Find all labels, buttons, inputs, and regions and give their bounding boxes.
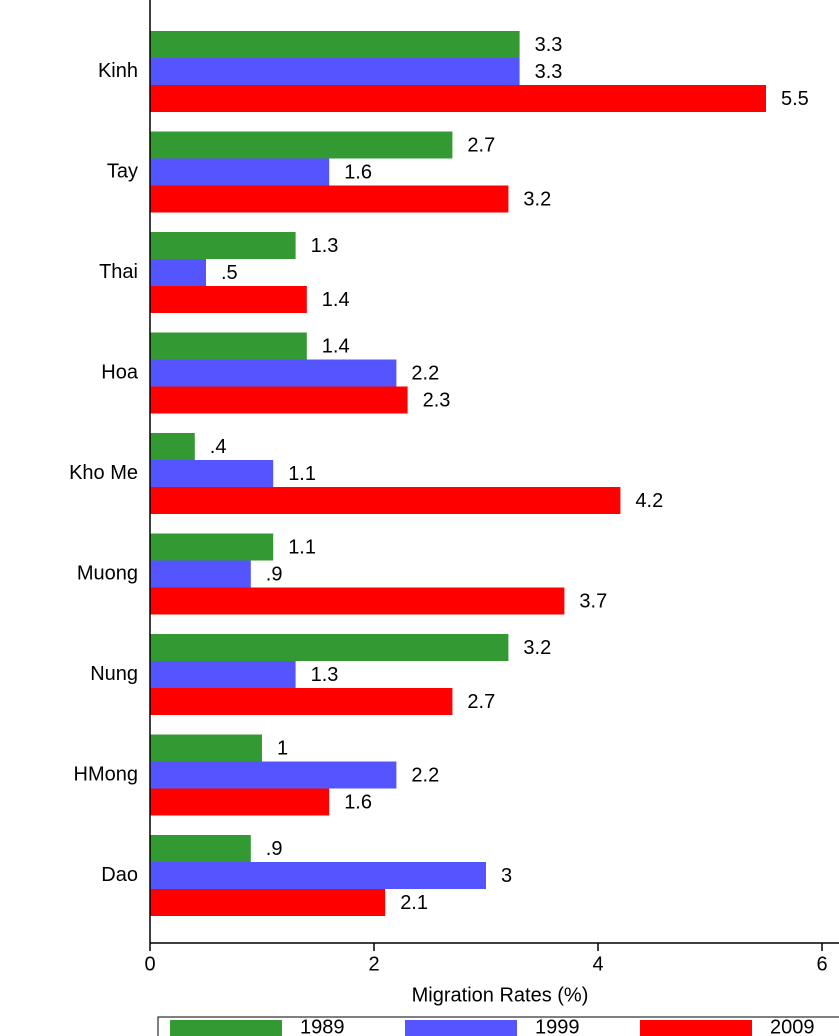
bar: [150, 487, 621, 514]
bar: [150, 259, 206, 286]
bar: [150, 634, 509, 661]
data-label: 1.4: [322, 289, 350, 311]
legend-label: 1989: [300, 1016, 345, 1036]
x-tick-label: 4: [592, 953, 603, 975]
bar: [150, 862, 486, 889]
data-label: 3.7: [579, 590, 607, 612]
data-label: 1.1: [288, 536, 316, 558]
data-label: 1: [277, 737, 288, 759]
y-tick-label: Kinh: [98, 60, 138, 82]
legend-swatch: [640, 1020, 752, 1036]
data-label: 1.6: [344, 161, 372, 183]
bar: [150, 232, 296, 259]
bar: [150, 889, 386, 916]
bar: [150, 734, 262, 762]
bar: [150, 31, 520, 58]
bar: [150, 359, 397, 387]
data-label: 2.2: [411, 764, 439, 786]
data-label: 1.1: [288, 463, 316, 485]
y-tick-label: Dao: [101, 864, 138, 886]
data-label: 2.7: [467, 691, 495, 713]
data-label: 4.2: [635, 490, 663, 512]
bar: [150, 433, 195, 460]
data-label: 2.1: [400, 892, 428, 914]
x-tick-label: 2: [368, 953, 379, 975]
bar: [150, 835, 251, 862]
y-tick-label: Nung: [90, 663, 138, 685]
bar: [150, 587, 565, 615]
x-tick-label: 6: [816, 953, 827, 975]
bar: [150, 158, 330, 186]
y-tick-label: Kho Me: [69, 462, 138, 484]
x-axis-title: Migration Rates (%): [412, 984, 589, 1006]
data-label: 3.3: [535, 34, 563, 56]
data-label: 2.3: [423, 389, 451, 411]
bar: [150, 131, 453, 159]
bar: [150, 332, 307, 360]
data-label: 5.5: [781, 88, 809, 110]
bar: [150, 286, 307, 313]
bar: [150, 788, 330, 816]
legend-box: [157, 1016, 839, 1036]
data-label: .9: [266, 838, 283, 860]
data-label: 1.3: [311, 235, 339, 257]
data-label: 3: [501, 865, 512, 887]
legend-label: 2009: [770, 1016, 815, 1036]
y-tick-label: Thai: [99, 261, 138, 283]
legend-swatch: [170, 1020, 282, 1036]
data-label: 1.4: [322, 335, 350, 357]
data-label: .5: [221, 262, 238, 284]
bar: [150, 761, 397, 789]
y-tick-label: Hoa: [101, 361, 139, 383]
y-tick-label: Muong: [77, 562, 138, 584]
legend-label: 1999: [535, 1016, 580, 1036]
bar: [150, 533, 274, 561]
y-tick-label: Tay: [107, 160, 138, 182]
data-label: 3.2: [523, 188, 551, 210]
x-tick-label: 0: [144, 953, 155, 975]
data-label: 2.7: [467, 134, 495, 156]
bar: [150, 58, 520, 85]
data-label: 1.6: [344, 791, 372, 813]
bar: [150, 661, 296, 688]
bar: [150, 386, 408, 414]
data-label: .4: [210, 436, 227, 458]
bar: [150, 560, 251, 588]
data-label: .9: [266, 563, 283, 585]
data-label: 3.3: [535, 61, 563, 83]
legend-swatch: [405, 1020, 517, 1036]
bar: [150, 185, 509, 213]
data-label: 3.2: [523, 637, 551, 659]
data-label: 1.3: [311, 664, 339, 686]
bar: [150, 688, 453, 715]
y-tick-label: HMong: [74, 763, 138, 785]
bar: [150, 85, 766, 112]
bar: [150, 460, 274, 487]
data-label: 2.2: [411, 362, 439, 384]
